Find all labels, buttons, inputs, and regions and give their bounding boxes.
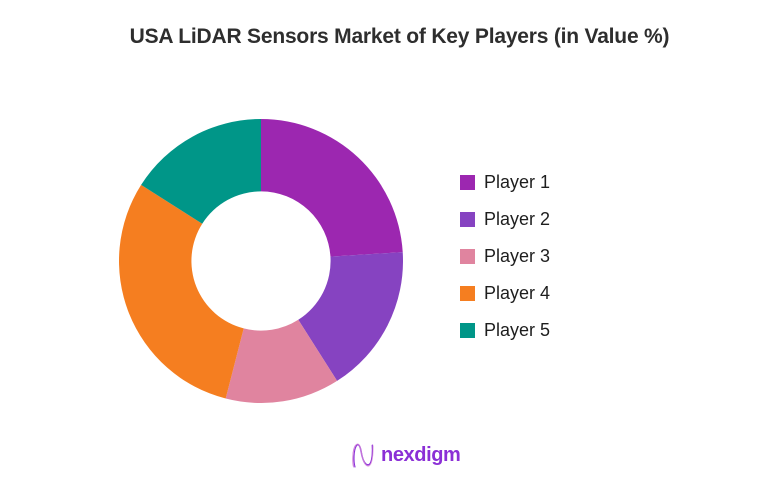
donut-segment-player-2 bbox=[298, 252, 403, 381]
legend-label-player-2: Player 2 bbox=[484, 208, 551, 229]
legend-label-player-4: Player 4 bbox=[484, 282, 551, 303]
legend-item-player-2: Player 2 bbox=[460, 208, 551, 229]
legend-swatch-player-1 bbox=[460, 174, 475, 190]
legend-swatch-player-3 bbox=[460, 248, 475, 264]
nexdigm-wordmark: nexdigm bbox=[381, 444, 461, 466]
legend-label-player-1: Player 1 bbox=[484, 171, 551, 192]
donut-segment-player-4 bbox=[118, 184, 244, 399]
donut-chart bbox=[118, 119, 403, 403]
legend-label-player-5: Player 5 bbox=[484, 319, 551, 340]
legend-item-player-1: Player 1 bbox=[460, 171, 551, 192]
legend-item-player-4: Player 4 bbox=[460, 282, 551, 303]
nexdigm-wave-n-icon bbox=[352, 443, 374, 468]
donut-segment-player-1 bbox=[261, 119, 403, 257]
donut-segment-player-5 bbox=[141, 119, 261, 224]
legend-item-player-3: Player 3 bbox=[460, 245, 551, 266]
legend-swatch-player-5 bbox=[460, 322, 475, 338]
donut-chart-svg bbox=[118, 119, 403, 403]
legend-item-player-5: Player 5 bbox=[460, 319, 551, 340]
legend-label-player-3: Player 3 bbox=[484, 245, 551, 266]
donut-segment-player-3 bbox=[225, 319, 338, 403]
nexdigm-logo: nexdigm bbox=[351, 442, 461, 469]
chart-title: USA LiDAR Sensors Market of Key Players … bbox=[129, 25, 670, 48]
legend-swatch-player-4 bbox=[460, 285, 475, 301]
legend-swatch-player-2 bbox=[460, 211, 475, 227]
chart-legend: Player 1 Player 2 Player 3 Player 4 Play… bbox=[460, 171, 551, 359]
